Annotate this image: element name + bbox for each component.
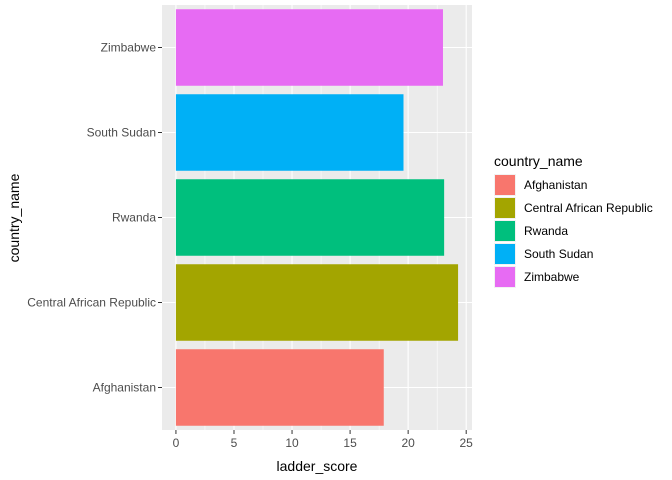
legend-label: Rwanda [524,224,568,238]
bar-south-sudan [175,94,404,171]
legend-swatch [495,175,515,195]
y-tick-label: Rwanda [112,211,156,225]
legend-swatch [495,244,515,264]
axis-ticks [158,47,467,434]
x-tick-label: 0 [173,436,180,450]
bar-afghanistan [175,349,384,426]
x-tick-label: 5 [231,436,238,450]
legend-title: country_name [494,153,583,169]
x-tick-label: 10 [285,436,299,450]
x-axis-title: ladder_score [277,458,358,474]
y-tick-labels: Afghanistan Central African Republic Rwand… [27,41,156,395]
y-tick-label: Zimbabwe [101,41,157,55]
legend-swatch [495,221,515,241]
x-tick-label: 20 [401,436,415,450]
bar-zimbabwe [175,9,443,86]
y-axis-title: country_name [6,173,22,262]
legend-label: Afghanistan [524,178,587,192]
y-tick-label: Central African Republic [27,296,156,310]
bar-central-african-republic [175,264,459,341]
bars [175,9,459,426]
legend-label: Central African Republic [524,201,653,215]
y-tick-label: Afghanistan [93,381,156,395]
legend-label: Zimbabwe [524,270,580,284]
legend: country_name Afghanistan Central African … [494,153,653,288]
y-tick-label: South Sudan [87,126,156,140]
x-tick-labels: 0 5 10 15 20 25 [173,436,474,450]
legend-label: South Sudan [524,247,593,261]
bar-rwanda [175,179,445,256]
x-tick-label: 25 [460,436,474,450]
legend-swatch [495,198,515,218]
legend-swatch [495,267,515,287]
x-tick-label: 15 [343,436,357,450]
